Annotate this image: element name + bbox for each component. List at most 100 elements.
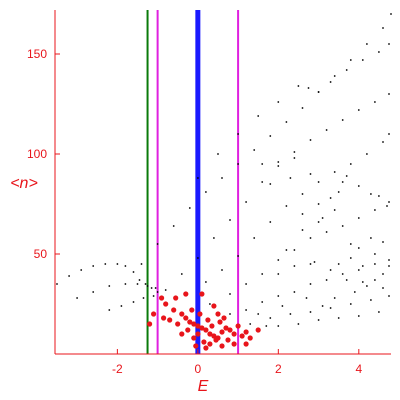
data-point-s0-54	[164, 289, 167, 291]
data-point-s0-148	[321, 305, 324, 307]
data-point-s0-31	[253, 149, 256, 151]
data-point-s0-87	[382, 141, 384, 143]
x-tick-label: -2	[112, 362, 123, 376]
data-point-s0-22	[142, 297, 145, 299]
data-point-s0-64	[325, 129, 328, 131]
y-tick-label: 150	[27, 47, 47, 61]
data-point-s0-18	[154, 287, 157, 289]
data-point-s1-38	[255, 327, 261, 333]
data-point-s0-72	[269, 183, 272, 185]
data-point-s0-47	[307, 87, 310, 89]
data-point-s0-163	[317, 221, 320, 223]
data-point-s0-133	[309, 311, 312, 313]
data-point-s0-149	[333, 297, 336, 299]
data-point-s0-125	[325, 279, 328, 281]
data-point-s0-162	[301, 229, 304, 231]
data-point-s0-161	[285, 249, 288, 251]
data-point-s1-13	[219, 329, 225, 335]
data-point-s0-67	[374, 101, 376, 103]
data-point-s0-37	[349, 59, 352, 61]
data-point-s0-122	[277, 295, 280, 297]
data-point-s0-62	[293, 151, 296, 153]
data-point-s0-36	[333, 75, 336, 77]
data-point-s1-40	[217, 319, 223, 325]
data-point-s1-42	[183, 291, 189, 297]
data-point-s1-14	[223, 325, 229, 331]
data-point-s1-23	[201, 339, 207, 345]
data-point-s0-106	[341, 225, 344, 227]
data-point-s0-39	[382, 27, 384, 29]
data-point-s0-155	[313, 261, 316, 263]
data-point-s0-158	[361, 281, 364, 283]
data-point-s0-144	[257, 313, 260, 315]
data-point-s1-20	[175, 321, 181, 327]
x-tick-label: 4	[355, 362, 362, 376]
data-point-s0-99	[229, 293, 231, 295]
data-point-s0-70	[277, 161, 280, 163]
data-point-s1-4	[183, 315, 189, 321]
data-point-s0-126	[341, 273, 344, 275]
data-point-s0-20	[120, 305, 123, 307]
data-point-s0-91	[337, 191, 340, 193]
data-point-s0-42	[217, 153, 219, 155]
data-point-s1-1	[163, 301, 169, 307]
data-point-s0-90	[329, 197, 332, 199]
data-point-s0-82	[301, 193, 304, 195]
data-point-s0-9	[144, 283, 147, 285]
data-point-s1-49	[243, 341, 249, 347]
data-point-s0-118	[388, 265, 390, 267]
data-point-s0-61	[277, 165, 280, 167]
data-point-s0-44	[257, 115, 260, 117]
data-point-s1-50	[193, 343, 199, 349]
data-point-s0-12	[76, 297, 78, 299]
data-point-s0-0	[56, 283, 58, 285]
data-point-s0-24	[140, 263, 143, 265]
data-point-s0-16	[136, 283, 139, 285]
data-point-s0-28	[205, 191, 207, 193]
data-point-s1-25	[213, 337, 219, 343]
data-point-s0-48	[317, 91, 320, 93]
data-point-s0-166	[321, 217, 324, 219]
data-point-s0-33	[285, 121, 288, 123]
data-point-s1-11	[211, 333, 217, 339]
data-point-s0-117	[374, 253, 376, 255]
data-point-s0-86	[366, 153, 368, 155]
x-tick-label: 0	[195, 362, 202, 376]
data-point-s0-52	[378, 51, 380, 53]
data-point-s1-47	[147, 321, 153, 327]
data-point-s1-8	[199, 325, 205, 331]
data-point-s1-24	[207, 341, 213, 347]
axis-ticks: -2 0 2 4 50 100 150	[27, 47, 362, 376]
data-point-s0-130	[249, 323, 252, 325]
data-point-s1-44	[211, 303, 217, 309]
data-point-s0-112	[370, 237, 372, 239]
data-point-s1-5	[187, 319, 193, 325]
data-point-s0-71	[293, 157, 296, 159]
data-point-s1-48	[221, 315, 227, 321]
data-point-s0-132	[289, 313, 292, 315]
data-point-s0-6	[124, 265, 127, 267]
data-point-s1-2	[171, 307, 177, 313]
data-point-s1-22	[195, 331, 201, 337]
data-point-s0-81	[285, 205, 288, 207]
data-point-s0-7	[132, 271, 135, 273]
data-point-s0-138	[277, 325, 280, 327]
data-point-s0-164	[333, 209, 336, 211]
data-point-s1-17	[235, 323, 241, 329]
data-point-s0-80	[269, 221, 272, 223]
data-point-s0-134	[329, 307, 332, 309]
data-point-s1-45	[215, 311, 221, 317]
data-point-s1-18	[239, 333, 245, 339]
data-point-s0-127	[357, 269, 360, 271]
data-point-s0-150	[353, 291, 356, 293]
data-point-s0-113	[382, 241, 384, 243]
data-point-s1-36	[231, 341, 237, 347]
data-point-s0-77	[221, 269, 223, 271]
data-point-s1-29	[209, 323, 215, 329]
data-point-s0-107	[357, 217, 360, 219]
data-point-s1-0	[159, 295, 165, 301]
data-point-s0-131	[269, 317, 272, 319]
data-point-s0-116	[361, 265, 364, 267]
data-point-s0-98	[209, 303, 211, 305]
data-points	[56, 13, 392, 351]
